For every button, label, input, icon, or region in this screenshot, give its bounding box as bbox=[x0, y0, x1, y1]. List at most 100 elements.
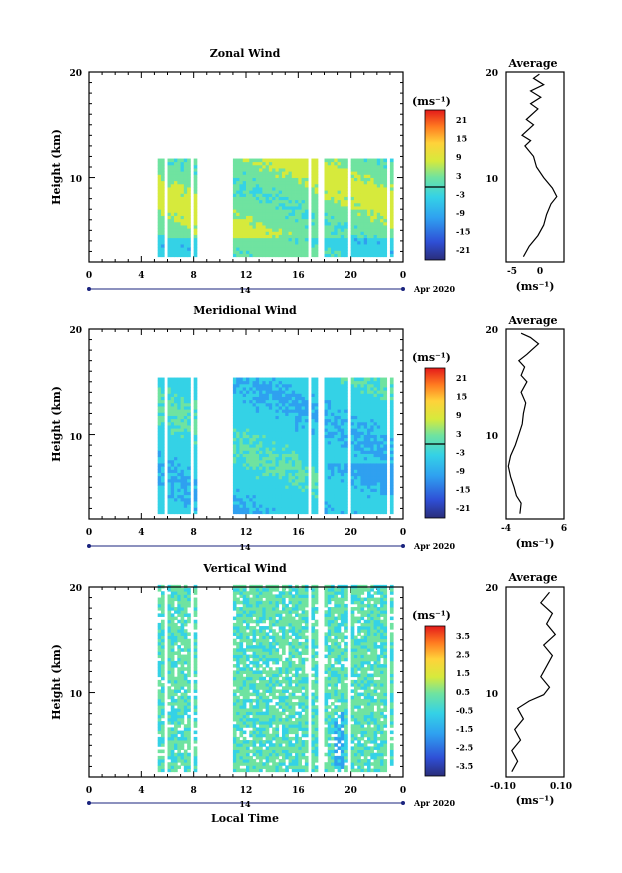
heatmap-cell bbox=[239, 673, 244, 678]
heatmap-cell bbox=[265, 485, 270, 489]
heatmap-cell bbox=[180, 418, 185, 423]
heatmap-cell bbox=[327, 228, 332, 232]
heatmap-cell bbox=[170, 597, 175, 602]
heatmap-cell bbox=[160, 415, 165, 420]
heatmap-cell bbox=[380, 228, 384, 232]
heatmap-cell bbox=[360, 253, 365, 258]
heatmap-cell bbox=[262, 168, 267, 172]
heatmap-cell bbox=[265, 482, 270, 486]
heatmap-cell bbox=[285, 221, 289, 226]
heatmap-cell bbox=[239, 588, 244, 592]
heatmap-cell bbox=[314, 250, 319, 254]
average-profile bbox=[507, 332, 540, 514]
heatmap-cell bbox=[157, 428, 162, 432]
heatmap-cell bbox=[268, 187, 273, 191]
heatmap-cell bbox=[232, 187, 237, 191]
heatmap-cell bbox=[383, 202, 388, 207]
heatmap-cell bbox=[259, 501, 263, 505]
heatmap-cell bbox=[187, 730, 191, 735]
heatmap-cell bbox=[324, 180, 329, 185]
heatmap-cell bbox=[167, 402, 172, 407]
heatmap-cell bbox=[298, 475, 303, 480]
heatmap-cell bbox=[177, 629, 181, 633]
heatmap-cell bbox=[327, 504, 332, 508]
heatmap-cell bbox=[288, 412, 293, 416]
heatmap-cell bbox=[367, 164, 371, 169]
heatmap-cell bbox=[360, 485, 365, 489]
heatmap-cell bbox=[295, 488, 299, 492]
heatmap-cell bbox=[340, 228, 345, 232]
heatmap-cell bbox=[187, 409, 191, 413]
heatmap-cell bbox=[239, 485, 244, 489]
heatmap-cell bbox=[193, 409, 198, 413]
heatmap-cell bbox=[285, 453, 289, 458]
heatmap-cell bbox=[167, 485, 172, 489]
heatmap-cell bbox=[331, 383, 335, 388]
heatmap-cell bbox=[170, 402, 175, 407]
heatmap-cell bbox=[249, 497, 253, 502]
heatmap-cell bbox=[376, 228, 381, 232]
heatmap-cell bbox=[337, 387, 342, 391]
heatmap-cell bbox=[174, 402, 178, 407]
heatmap-cell bbox=[331, 234, 335, 239]
heatmap-cell bbox=[344, 190, 348, 194]
heatmap-cell bbox=[367, 437, 371, 442]
heatmap-cell bbox=[160, 231, 165, 235]
heatmap-cell bbox=[259, 168, 263, 172]
heatmap-cell bbox=[360, 402, 365, 407]
heatmap-cell bbox=[272, 390, 276, 394]
heatmap-cell bbox=[353, 158, 358, 163]
heatmap-cell bbox=[259, 482, 263, 486]
heatmap-cell bbox=[295, 393, 299, 397]
heatmap-cell bbox=[232, 164, 237, 169]
heatmap-cell bbox=[278, 406, 283, 410]
heatmap-cell bbox=[311, 406, 316, 410]
heatmap-cell bbox=[298, 444, 303, 448]
heatmap-cell bbox=[236, 510, 240, 515]
heatmap-cell bbox=[376, 377, 381, 382]
heatmap-cell bbox=[167, 654, 172, 659]
heatmap-cell bbox=[157, 431, 162, 435]
heatmap-cell bbox=[291, 387, 296, 391]
heatmap-cell bbox=[304, 428, 309, 432]
heatmap-cell bbox=[360, 494, 365, 499]
heatmap-cell bbox=[157, 705, 162, 709]
heatmap-cell bbox=[389, 504, 394, 508]
heatmap-cell bbox=[187, 228, 191, 232]
heatmap-cell bbox=[160, 641, 165, 646]
heatmap-cell bbox=[252, 171, 257, 175]
heatmap-cell bbox=[242, 231, 247, 235]
heatmap-cell bbox=[275, 171, 280, 175]
heatmap-cell bbox=[383, 171, 388, 175]
heatmap-cell bbox=[174, 253, 178, 258]
heatmap-cell bbox=[272, 510, 276, 515]
heatmap-cell bbox=[301, 244, 306, 248]
heatmap-cell bbox=[193, 679, 198, 684]
heatmap-cell bbox=[183, 218, 188, 223]
heatmap-cell bbox=[334, 472, 338, 477]
heatmap-cell bbox=[350, 488, 355, 492]
heatmap-cell bbox=[157, 450, 162, 454]
heatmap-cell bbox=[344, 234, 348, 239]
heatmap-cell bbox=[160, 670, 165, 674]
heatmap-cell bbox=[160, 390, 165, 394]
heatmap-cell bbox=[337, 164, 342, 169]
heatmap-cell bbox=[180, 736, 185, 741]
heatmap-cell bbox=[157, 231, 162, 235]
heatmap-cell bbox=[232, 240, 237, 245]
heatmap-cell bbox=[383, 469, 388, 473]
heatmap-cell bbox=[187, 507, 191, 511]
heatmap-cell bbox=[193, 686, 198, 690]
heatmap-cell bbox=[232, 193, 237, 197]
heatmap-cell bbox=[174, 597, 178, 602]
heatmap-cell bbox=[174, 231, 178, 235]
heatmap-cell bbox=[389, 459, 394, 464]
heatmap-cell bbox=[232, 482, 237, 486]
heatmap-cell bbox=[383, 196, 388, 201]
heatmap-cell bbox=[295, 168, 299, 172]
heatmap-cell bbox=[177, 485, 181, 489]
heatmap-cell bbox=[298, 158, 303, 163]
heatmap-cell bbox=[236, 456, 240, 461]
heatmap-cell bbox=[170, 705, 175, 709]
heatmap-cell bbox=[180, 440, 185, 445]
